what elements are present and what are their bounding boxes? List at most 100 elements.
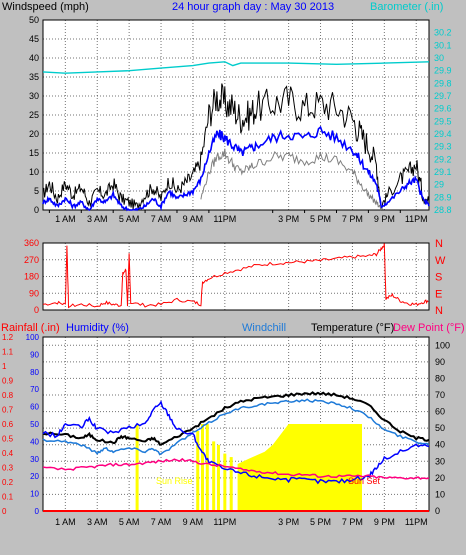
humidity-axis-label: Humidity (%) — [66, 322, 129, 334]
wind-x-tick-label: 5 AM — [119, 214, 140, 224]
barometer-tick-label: 30.1 — [434, 40, 452, 50]
solar-bar — [201, 424, 205, 511]
sunrise-label: Sun Rise — [156, 476, 193, 486]
humidity-tick-label: 0 — [35, 507, 40, 516]
barometer-line — [42, 61, 430, 74]
temperature-x-tick-label: 11PM — [405, 517, 428, 527]
wind-x-tick-label: 1 AM — [55, 214, 76, 224]
wind-x-tick-label: 9 AM — [183, 214, 204, 224]
solar-bar — [135, 424, 139, 511]
barometer-tick-label: 29.9 — [434, 66, 452, 76]
temperature-x-tick-label: 5 AM — [119, 517, 140, 527]
solar-bar — [229, 457, 233, 511]
compass-label: W — [435, 255, 446, 267]
barometer-tick-label: 29.1 — [434, 167, 452, 177]
humidity-tick-label: 10 — [30, 490, 39, 499]
temperature-line — [42, 391, 430, 446]
humidity-tick-label: 100 — [26, 333, 40, 342]
wind-y-tick-label: 50 — [29, 15, 39, 25]
barometer-tick-label: 29.6 — [434, 104, 452, 114]
solar-bar — [216, 444, 220, 511]
dewpoint-line — [42, 457, 430, 480]
temperature-x-tick-label: 11PM — [213, 517, 236, 527]
solar-area — [237, 424, 362, 511]
barometer-tick-label: 29.8 — [434, 78, 452, 88]
direction-y-ticks: 0 90 180 270 360 — [24, 238, 39, 315]
direction-series — [42, 243, 429, 309]
temperature-x-tick-label: 7 PM — [342, 517, 363, 527]
temperature-tick-label: 100 — [435, 340, 450, 350]
wind-y-tick-label: 35 — [29, 72, 39, 82]
wind-x-tick-label: 9 PM — [374, 214, 395, 224]
rain-tick-label: 0.1 — [2, 493, 14, 502]
rainfall-axis-label: Rainfall (.in) — [1, 322, 60, 334]
solar-marks — [135, 424, 362, 511]
humidity-tick-label: 30 — [30, 455, 39, 464]
wind-y-ticks: 0 5 10 15 20 25 30 35 40 45 50 — [29, 15, 39, 215]
barometer-tick-label: 30 — [434, 53, 444, 63]
temperature-x-tick-label: 3 AM — [87, 517, 108, 527]
rain-tick-label: 1 — [2, 362, 7, 371]
direction-grid — [43, 243, 429, 310]
compass-label: N — [435, 305, 443, 317]
barometer-tick-label: 29.3 — [434, 142, 452, 152]
temperature-tick-label: 90 — [435, 357, 445, 367]
barometer-tick-label: 29 — [434, 180, 444, 190]
wind-y-tick-label: 20 — [29, 129, 39, 139]
barometer-axis-label: Barometer (.in) — [370, 1, 443, 13]
wind-y-tick-label: 25 — [29, 110, 39, 120]
temperature-tick-label: 40 — [435, 440, 445, 450]
temperature-tick-label: 50 — [435, 423, 445, 433]
rain-tick-label: 0 — [2, 507, 7, 516]
barometer-tick-label: 28.8 — [434, 205, 452, 215]
temperature-tick-label: 80 — [435, 373, 445, 383]
wind-y-tick-label: 5 — [34, 186, 39, 196]
humidity-tick-label: 40 — [30, 437, 39, 446]
chart-title: 24 hour graph day : May 30 2013 — [172, 1, 334, 13]
windchill-label: Windchill — [242, 322, 286, 334]
humidity-tick-label: 20 — [30, 472, 39, 481]
barometer-tick-label: 28.9 — [434, 192, 452, 202]
rain-tick-label: 0.3 — [2, 464, 14, 473]
wind-y-tick-label: 45 — [29, 34, 39, 44]
wind-y-tick-label: 15 — [29, 148, 39, 158]
wind-x-tick-label: 7 PM — [342, 214, 363, 224]
humidity-tick-label: 60 — [30, 403, 39, 412]
barometer-tick-label: 30.2 — [434, 28, 452, 38]
rain-tick-label: 0.5 — [2, 435, 14, 444]
wind-y-tick-label: 40 — [29, 53, 39, 63]
direction-y-tick-label: 90 — [29, 288, 39, 298]
wind-direction-line — [42, 243, 429, 309]
temperature-x-tick-label: 9 PM — [374, 517, 395, 527]
temperature-x-tick-label: 9 AM — [183, 517, 204, 527]
rain-tick-label: 0.4 — [2, 449, 14, 458]
barometer-tick-label: 29.7 — [434, 91, 452, 101]
temperature-plot-area — [42, 336, 430, 512]
wind-series — [42, 61, 430, 212]
temperature-x-tick-label: 1 AM — [55, 517, 76, 527]
wind_avg-line — [42, 125, 430, 212]
rain-tick-label: 1.2 — [2, 333, 14, 342]
direction-y-tick-label: 0 — [34, 305, 39, 315]
barometer-tick-label: 29.4 — [434, 129, 452, 139]
temperature-tick-label: 30 — [435, 456, 445, 466]
wind-x-ticks: 1 AM 3 AM 5 AM 7 AM 9 AM 11PM 3 PM 5 PM 7 PM 9 PM… — [48, 210, 428, 224]
wind_min-line — [200, 148, 382, 211]
compass-label: S — [435, 272, 442, 284]
barometer-tick-label: 29.2 — [434, 154, 452, 164]
rain-tick-label: 0.2 — [2, 478, 14, 487]
wind-x-tick-label: 3 PM — [278, 214, 299, 224]
direction-y-tick-label: 360 — [24, 238, 39, 248]
windspeed-axis-label: Windspeed (mph) — [2, 1, 89, 13]
temperature-tick-label: 0 — [435, 506, 440, 516]
wind-y-tick-label: 0 — [34, 205, 39, 215]
compass-label: N — [435, 238, 443, 250]
humidity-tick-label: 50 — [30, 420, 39, 429]
rain-tick-label: 0.6 — [2, 420, 14, 429]
wind-y-tick-label: 10 — [29, 167, 39, 177]
wind-y-tick-label: 30 — [29, 91, 39, 101]
humidity-ticks: 0 10 20 30 40 50 60 70 80 90 100 — [26, 333, 40, 516]
temperature-x-tick-label: 5 PM — [310, 517, 331, 527]
rain-tick-label: 0.7 — [2, 406, 14, 415]
